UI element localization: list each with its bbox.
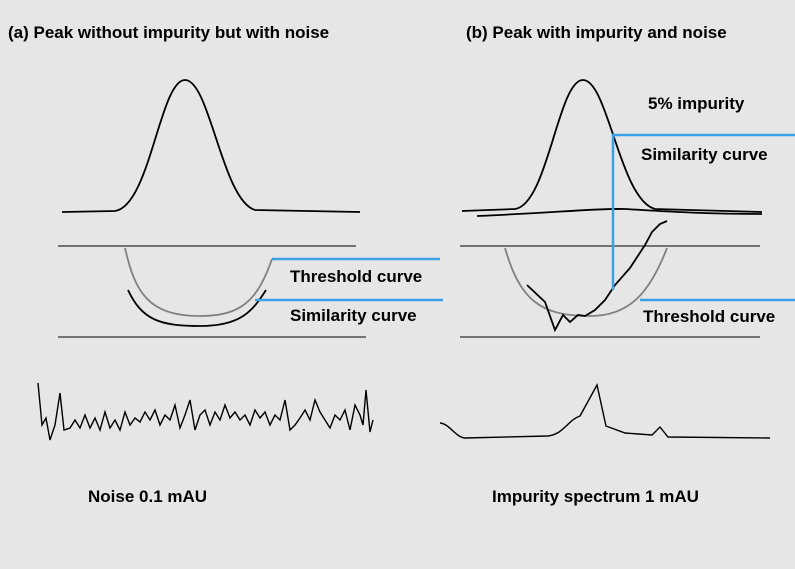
curve-label: Similarity curve — [290, 306, 417, 325]
impurity-peak — [476, 207, 763, 217]
pointer-line — [611, 133, 795, 290]
impurity-spectrum — [439, 383, 771, 439]
threshold-curve — [504, 247, 668, 317]
peak — [61, 79, 361, 213]
similarity-curve — [127, 289, 267, 327]
caption: Impurity spectrum 1 mAU — [492, 487, 699, 506]
peak — [461, 79, 763, 213]
threshold-curve — [124, 247, 273, 317]
noise-trace — [37, 382, 374, 441]
similarity-curve — [526, 220, 668, 333]
curve-label: Similarity curve — [641, 145, 768, 164]
curve-label: Threshold curve — [290, 267, 422, 286]
annotation: 5% impurity — [648, 94, 745, 113]
curve-label: Threshold curve — [643, 307, 775, 326]
caption: Noise 0.1 mAU — [88, 487, 207, 506]
panel-title: (a) Peak without impurity but with noise — [8, 23, 329, 42]
panel-title: (b) Peak with impurity and noise — [466, 23, 727, 42]
